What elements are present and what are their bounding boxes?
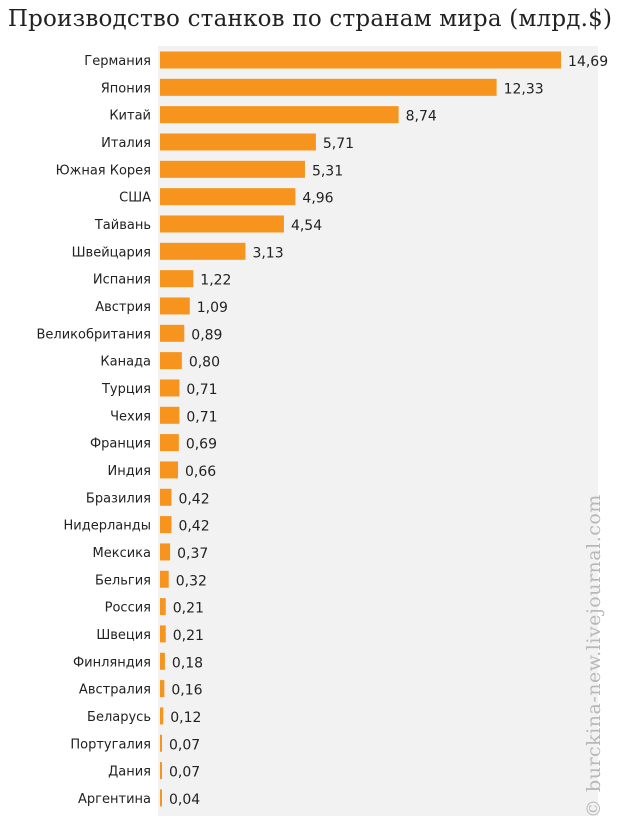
category-label: Испания (93, 273, 151, 288)
category-label: Чехия (110, 409, 151, 424)
category-label: Австралия (79, 683, 151, 698)
value-label: 12,33 (504, 81, 544, 97)
value-label: 0,32 (176, 573, 207, 589)
value-label: 0,42 (178, 519, 209, 535)
value-label: 0,69 (186, 437, 217, 453)
bar (160, 406, 180, 424)
bar (160, 570, 169, 588)
value-label: 3,13 (252, 245, 283, 261)
bar (160, 598, 166, 616)
value-label: 0,07 (169, 765, 200, 781)
bar (160, 106, 399, 124)
value-label: 0,21 (173, 628, 204, 644)
category-label: Южная Корея (56, 163, 151, 178)
category-label: Швейцария (72, 245, 151, 260)
value-label: 0,71 (186, 409, 217, 425)
value-label: 1,22 (200, 273, 231, 289)
category-label: США (119, 191, 151, 206)
value-label: 0,21 (173, 601, 204, 617)
value-label: 8,74 (406, 109, 437, 125)
value-label: 0,80 (189, 355, 220, 371)
category-label: Мексика (93, 546, 151, 561)
category-label: Бельгия (95, 573, 151, 588)
category-label: Тайвань (94, 218, 151, 233)
bar (160, 242, 246, 260)
bar (160, 78, 497, 96)
category-label: Бразилия (86, 491, 151, 506)
value-label: 0,12 (170, 710, 201, 726)
value-label: 0,42 (178, 491, 209, 507)
category-label: Беларусь (87, 710, 151, 725)
value-label: 0,16 (171, 683, 202, 699)
category-label: Австрия (95, 300, 151, 315)
bar (160, 324, 185, 342)
bar (160, 379, 180, 397)
bar (160, 680, 165, 698)
bar (160, 543, 171, 561)
bar (160, 461, 179, 479)
value-label: 0,71 (186, 382, 217, 398)
category-label: Китай (109, 109, 151, 124)
category-label: Франция (90, 437, 151, 452)
bar (160, 188, 296, 206)
bar (160, 652, 165, 670)
value-label: 0,07 (169, 737, 200, 753)
category-label: Финляндия (73, 655, 151, 670)
category-label: Германия (84, 54, 151, 69)
category-label: Португалия (70, 737, 151, 752)
bar (160, 270, 194, 288)
value-label: 5,71 (323, 136, 354, 152)
category-label: Япония (101, 81, 151, 96)
value-label: 0,37 (177, 546, 208, 562)
value-label: 4,54 (291, 218, 322, 234)
value-label: 14,69 (568, 54, 608, 70)
chart-title: Производство станков по странам мира (мл… (7, 6, 613, 32)
value-label: 1,09 (197, 300, 228, 316)
value-label: 0,89 (191, 327, 222, 343)
bar (160, 789, 162, 807)
bar (160, 297, 190, 315)
bar (160, 133, 316, 151)
category-label: Нидерланды (64, 519, 152, 534)
category-label: Индия (108, 464, 151, 479)
category-label: Канада (100, 355, 151, 370)
bar (160, 352, 182, 370)
value-label: 0,66 (185, 464, 216, 480)
bar (160, 625, 166, 643)
bar (160, 762, 162, 780)
category-label: Великобритания (36, 327, 151, 342)
category-label: Турция (101, 382, 151, 397)
category-label: Аргентина (78, 792, 151, 807)
bar (160, 215, 284, 233)
value-label: 5,31 (312, 163, 343, 179)
bar (160, 707, 164, 725)
bar (160, 160, 305, 178)
bar (160, 488, 172, 506)
category-label: Италия (101, 136, 151, 151)
bar (160, 51, 562, 69)
category-label: Швеция (96, 628, 151, 643)
bar (160, 516, 172, 534)
bar (160, 434, 179, 452)
value-label: 0,04 (169, 792, 200, 808)
bar (160, 734, 162, 752)
watermark: © burckina-new.livejournal.com (583, 494, 605, 818)
value-label: 0,18 (172, 655, 203, 671)
category-label: Дания (108, 765, 151, 780)
value-label: 4,96 (302, 191, 333, 207)
category-label: Россия (105, 601, 151, 616)
